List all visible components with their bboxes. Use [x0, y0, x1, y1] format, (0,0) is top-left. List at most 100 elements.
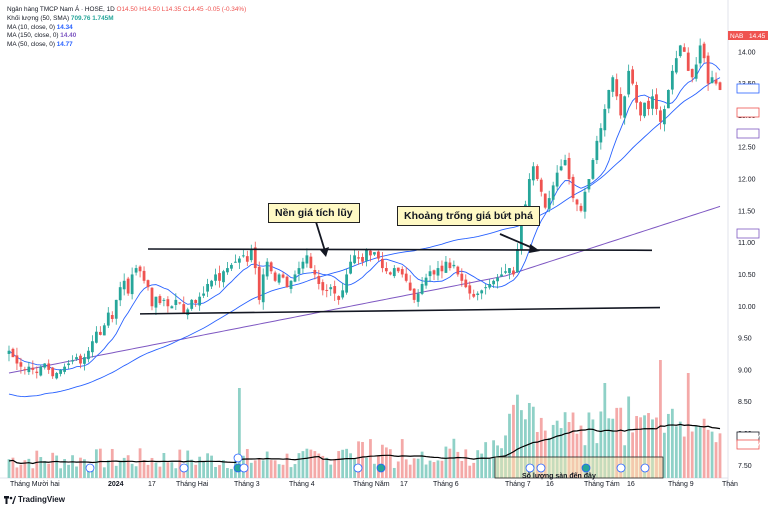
x-tick-label: 16 [546, 481, 554, 488]
candle-body [682, 47, 686, 52]
candle-body [190, 299, 194, 309]
volume-bar [535, 431, 539, 478]
candle-body [98, 331, 102, 335]
x-tick-label: Tháng Mười hai [10, 481, 60, 488]
volume-bar [186, 450, 190, 478]
volume-bar [47, 463, 51, 478]
volume-bar [249, 462, 253, 478]
tag-ma10-text: 13.62 [739, 86, 756, 93]
candle-body [269, 262, 273, 272]
candle-body [79, 355, 82, 364]
volume-bar [79, 457, 82, 478]
candle-body [277, 274, 281, 283]
volume-bar [710, 431, 714, 478]
candle-body [571, 176, 575, 199]
volume-bar [587, 412, 591, 478]
volume-bar [643, 415, 646, 478]
volume-bar [392, 467, 396, 478]
volume-bar [460, 460, 464, 478]
candle-body [484, 287, 488, 289]
candle-body [194, 300, 198, 304]
candle-body [575, 199, 579, 205]
candle-body [527, 179, 531, 207]
volume-bar [345, 448, 349, 478]
candle-body [539, 179, 543, 192]
candle-body [210, 280, 213, 287]
candle-body [619, 94, 623, 116]
candle-body [59, 369, 63, 374]
volume-bar [265, 451, 269, 478]
candle-body [71, 360, 74, 362]
candle-body [241, 255, 245, 257]
volume-bar [309, 449, 313, 478]
candle-body [412, 288, 416, 300]
candle-body [309, 256, 313, 269]
arrow-base-head [320, 247, 329, 257]
candle-body [583, 191, 587, 212]
volume-bar [83, 459, 86, 478]
candle-body [428, 271, 432, 277]
volume-bar [400, 439, 404, 478]
volume-bar [539, 417, 543, 478]
candle-body [230, 264, 233, 269]
volume-bar [516, 394, 519, 478]
candle-body [702, 43, 706, 59]
candle-body [285, 276, 289, 288]
volume-bar [301, 451, 305, 478]
candle-body [504, 271, 507, 273]
volume-bar [714, 442, 718, 478]
volume-bar [424, 464, 428, 478]
candle-body [214, 274, 217, 281]
y-tick-label: 7.50 [738, 463, 752, 470]
candle-body [63, 366, 66, 372]
candle-body [27, 366, 31, 373]
candle-body [599, 128, 603, 143]
candle-body [678, 45, 682, 57]
volume-bar [412, 458, 416, 478]
volume-bar [678, 421, 682, 478]
candle-body [345, 274, 349, 293]
candle-body [392, 268, 396, 277]
support-line [139, 306, 661, 315]
volume-bar [19, 464, 23, 478]
candle-body [464, 279, 468, 288]
volume-bar [39, 457, 43, 478]
volume-bar [349, 453, 352, 478]
candle-body [706, 55, 710, 84]
candle-body [349, 261, 352, 274]
symbol-line: Ngân hàng TMCP Nam Á · HOSE, 1D [7, 6, 115, 13]
volume-bar [325, 457, 329, 478]
volume-bar [333, 458, 337, 478]
candle-body [472, 293, 476, 297]
volume-bar [611, 418, 615, 478]
candle-body [337, 296, 341, 300]
volume-bar [651, 419, 654, 478]
candle-body [567, 157, 571, 180]
candle-body [468, 285, 472, 294]
candle-body [218, 273, 221, 281]
volume-bar [35, 450, 39, 478]
volume-bar [690, 431, 694, 478]
x-tick-label: Tháng 3 [234, 481, 260, 488]
candle-body [305, 255, 309, 264]
volume-bar [174, 468, 178, 478]
candle-body [325, 289, 329, 291]
volume-bar [512, 404, 515, 478]
volume-bar [555, 420, 559, 478]
tag-ma150-text: 11.30 [739, 231, 755, 238]
candle-body [714, 79, 718, 84]
volume-bar [305, 448, 309, 478]
candle-body [611, 77, 615, 92]
volume-bar [198, 456, 202, 478]
candle-body [134, 268, 138, 273]
volume-bar [27, 458, 31, 478]
volume-bar [631, 432, 635, 478]
y-tick-label: 10.50 [738, 272, 756, 279]
volume-bar [313, 451, 317, 478]
candle-body [257, 266, 261, 300]
volume-bar [98, 448, 102, 478]
x-tick-label: 16 [627, 481, 635, 488]
candle-body [7, 350, 11, 354]
candle-body [39, 366, 43, 376]
